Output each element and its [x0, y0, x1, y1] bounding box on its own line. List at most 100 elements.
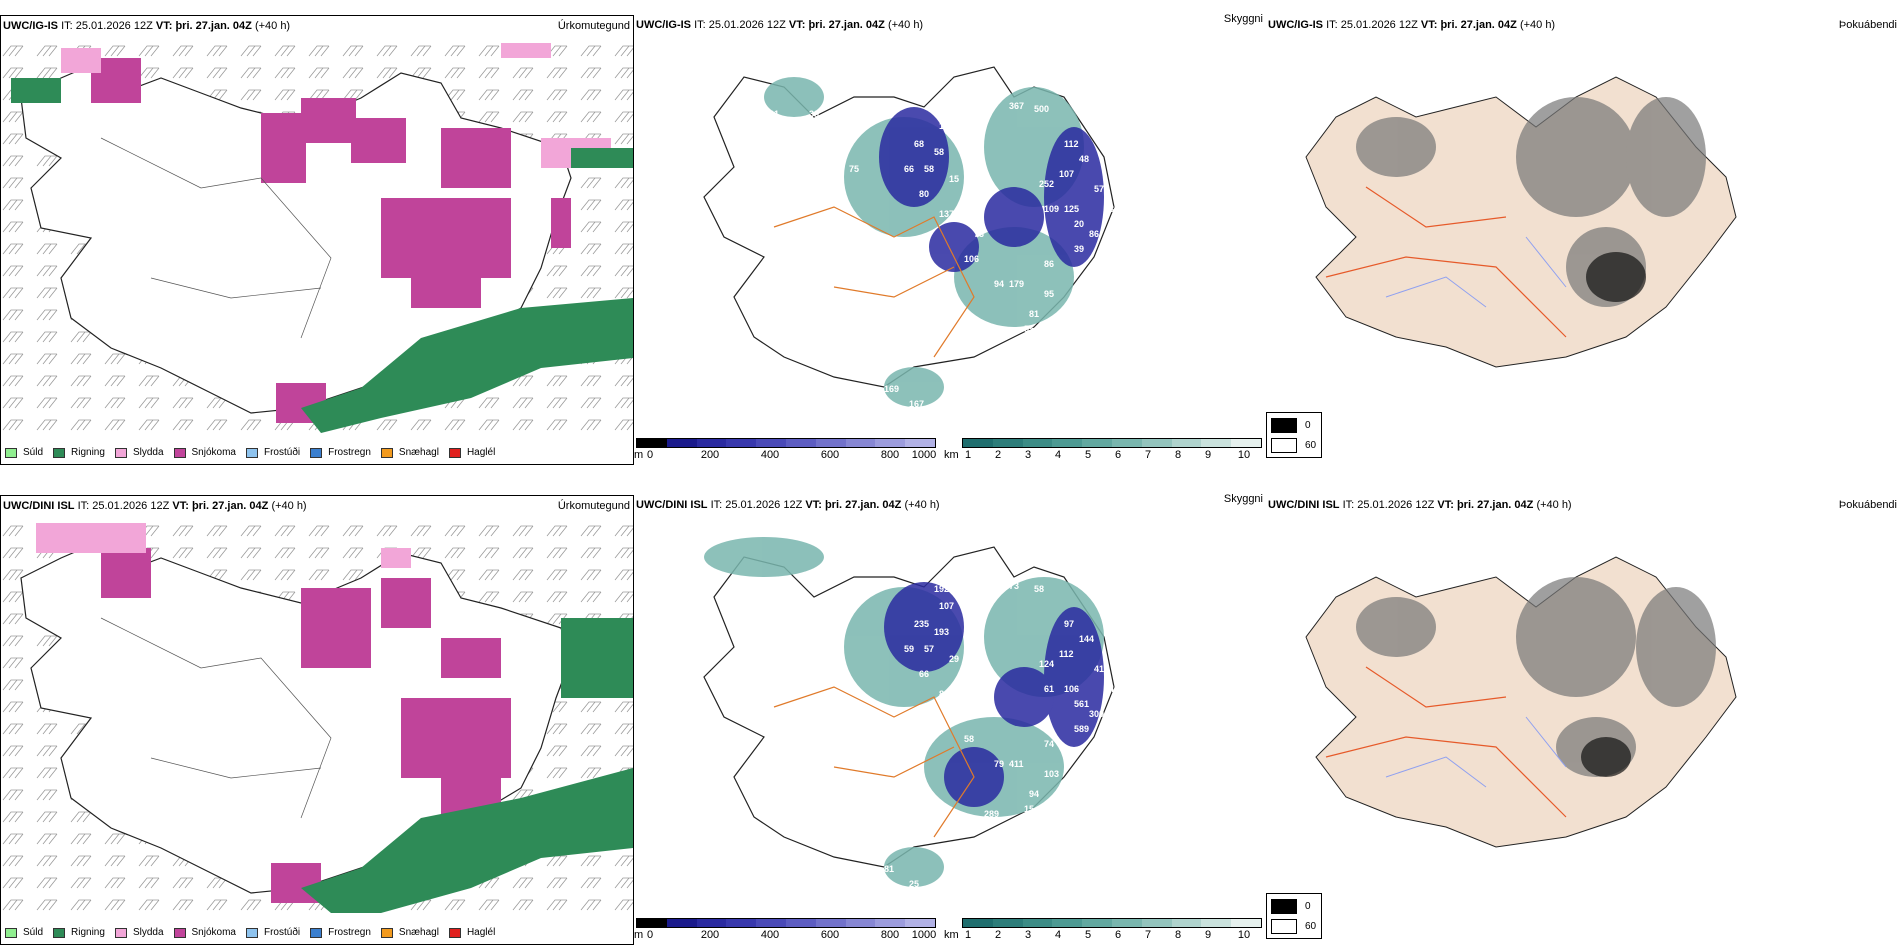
legend-swatch: [310, 447, 323, 458]
precip-legend: Súld Rigning Slydda Snjókoma Frostúði Fr…: [5, 927, 505, 938]
visibility-value-label: 179: [1009, 279, 1024, 289]
visibility-value-label: 112: [1059, 649, 1074, 659]
scale-tick: 7: [1144, 929, 1152, 941]
visibility-value-label: 38: [809, 109, 819, 119]
visibility-value-label: 57: [1094, 184, 1104, 194]
visibility-value-label: 29: [949, 654, 959, 664]
legend-swatch: [114, 447, 127, 458]
visibility-value-label: 80: [919, 189, 929, 199]
visibility-value-label: 81: [1029, 309, 1039, 319]
visibility-value-label: 57: [1104, 234, 1114, 244]
legend-swatch: [53, 447, 66, 458]
visibility-value-label: 58: [1034, 584, 1044, 594]
visibility-value-label: 167: [909, 399, 924, 409]
scale-tick: 10: [1237, 929, 1251, 941]
visibility-value-label: 235: [914, 619, 929, 629]
panel-title: Þokuábendi: [1838, 19, 1897, 31]
visibility-value-label: 113: [974, 709, 989, 719]
legend-item: Frostúði: [245, 447, 300, 458]
scale-unit: km: [944, 929, 959, 941]
precip-type-panel-row1: UWC/IG-IS IT: 25.01.2026 12Z VT: þri. 27…: [0, 15, 634, 465]
visibility-value-label: 103: [1044, 769, 1059, 779]
rain-areas: [301, 618, 633, 913]
visibility-labels: 192 107 73 58 235 193 97 59 57 29 144 66 112 124 41 88 6…: [769, 581, 1119, 889]
visibility-value-label: 124: [784, 739, 799, 749]
visibility-scale-km-row2: km 1 2 3 4 5 6 7 8 9 10: [944, 918, 1262, 942]
scale-tick: 1: [964, 929, 972, 941]
legend-swatch: [53, 927, 66, 938]
scale-tick: 1: [964, 449, 972, 461]
visibility-value-label: 94: [994, 279, 1004, 289]
visibility-value-label: 20: [1074, 219, 1084, 229]
snow-areas: [101, 548, 511, 903]
visibility-map: 76 195 367 500 68 58 112 66 58 15 48 80 107 252 57 137 1…: [703, 66, 1115, 409]
precip-type-panel-row2: UWC/DINI ISL IT: 25.01.2026 12Z VT: þri.…: [0, 495, 634, 945]
visibility-value-label: 169: [884, 384, 899, 394]
scale-tick: 0: [646, 929, 654, 941]
legend-item: Snjókoma: [173, 447, 236, 458]
legend-item: Haglél: [448, 927, 495, 938]
legend-item: Slydda: [114, 927, 164, 938]
iceland-outline: [20, 62, 572, 414]
legend-item: Slydda: [114, 447, 164, 458]
legend-item: Frostúði: [245, 927, 300, 938]
visibility-value-label: 589: [1074, 724, 1089, 734]
visibility-value-label: 68: [914, 139, 924, 149]
visibility-value-label: 148: [989, 349, 1004, 359]
fog-panel-row2: UWC/DINI ISL IT: 25.01.2026 12Z VT: þri.…: [1266, 495, 1900, 945]
visibility-scale-m-row2: m 0 200 400 600 800 1000: [634, 918, 937, 942]
scale-bar: [962, 918, 1262, 928]
rain-areas: [11, 78, 633, 433]
visibility-value-label: 124: [1039, 659, 1054, 669]
visibility-labels: 76 195 367 500 68 58 112 66 58 15 48 80 107 252 57 137 1…: [769, 101, 1114, 409]
iceland-outline: [20, 542, 572, 894]
snow-areas: [91, 58, 571, 423]
visibility-value-label: 95: [1044, 289, 1054, 299]
panel-title: Skyggni: [1223, 493, 1263, 505]
legend-item: Súld: [5, 927, 43, 938]
panel-header: UWC/IG-IS IT: 25.01.2026 12Z VT: þri. 27…: [636, 19, 924, 31]
visibility-value-label: 65: [899, 264, 909, 274]
fog-key-swatch: [1271, 899, 1297, 914]
visibility-value-label: 25: [909, 879, 919, 889]
fog-key-swatch: [1271, 919, 1297, 934]
scale-tick: 9: [1204, 449, 1212, 461]
visibility-value-label: 55: [1024, 324, 1034, 334]
visibility-value-label: 73: [974, 229, 984, 239]
scale-tick: 5: [1084, 449, 1092, 461]
visibility-value-label: 88: [939, 689, 949, 699]
legend-swatch: [448, 927, 461, 938]
scale-tick: 200: [700, 449, 720, 461]
scale-unit: m: [634, 929, 644, 941]
visibility-value-label: 63: [1104, 204, 1114, 214]
visibility-map: 192 107 73 58 235 193 97 59 57 29 144 66 112 124 41 88 6…: [703, 537, 1119, 889]
scale-tick: 200: [700, 929, 720, 941]
scale-tick: 8: [1174, 449, 1182, 461]
fog-key-swatch: [1271, 438, 1297, 453]
visibility-value-label: 300: [1089, 709, 1104, 719]
scale-tick: 8: [1174, 929, 1182, 941]
panel-header: UWC/IG-IS IT: 25.01.2026 12Z VT: þri. 27…: [1268, 19, 1556, 31]
panel-title: Skyggni: [1223, 13, 1263, 25]
scale-tick: 4: [1054, 449, 1062, 461]
panel-title: Úrkomutegund: [557, 20, 630, 32]
visibility-value-label: 125: [1074, 784, 1089, 794]
visibility-value-label: 75: [849, 164, 859, 174]
legend-item: Snæhagl: [380, 447, 439, 458]
visibility-value-label: 106: [964, 254, 979, 264]
scale-tick: 400: [760, 929, 780, 941]
visibility-fill-blue: [879, 107, 1104, 272]
visibility-value-label: 76: [934, 104, 944, 114]
legend-swatch: [245, 927, 258, 938]
visibility-value-label: 144: [1079, 634, 1094, 644]
fog-panel-row1: UWC/IG-IS IT: 25.01.2026 12Z VT: þri. 27…: [1266, 15, 1900, 465]
visibility-value-label: 97: [1064, 619, 1074, 629]
scale-tick: 6: [1114, 449, 1122, 461]
sleet-areas: [36, 523, 411, 568]
scale-tick: 3: [1024, 929, 1032, 941]
visibility-value-label: 59: [904, 644, 914, 654]
visibility-value-label: 66: [904, 164, 914, 174]
scale-tick: 5: [1084, 929, 1092, 941]
precip-legend: Súld Rigning Slydda Snjókoma Frostúði Fr…: [5, 447, 505, 458]
scale-tick: 1000: [911, 929, 937, 941]
